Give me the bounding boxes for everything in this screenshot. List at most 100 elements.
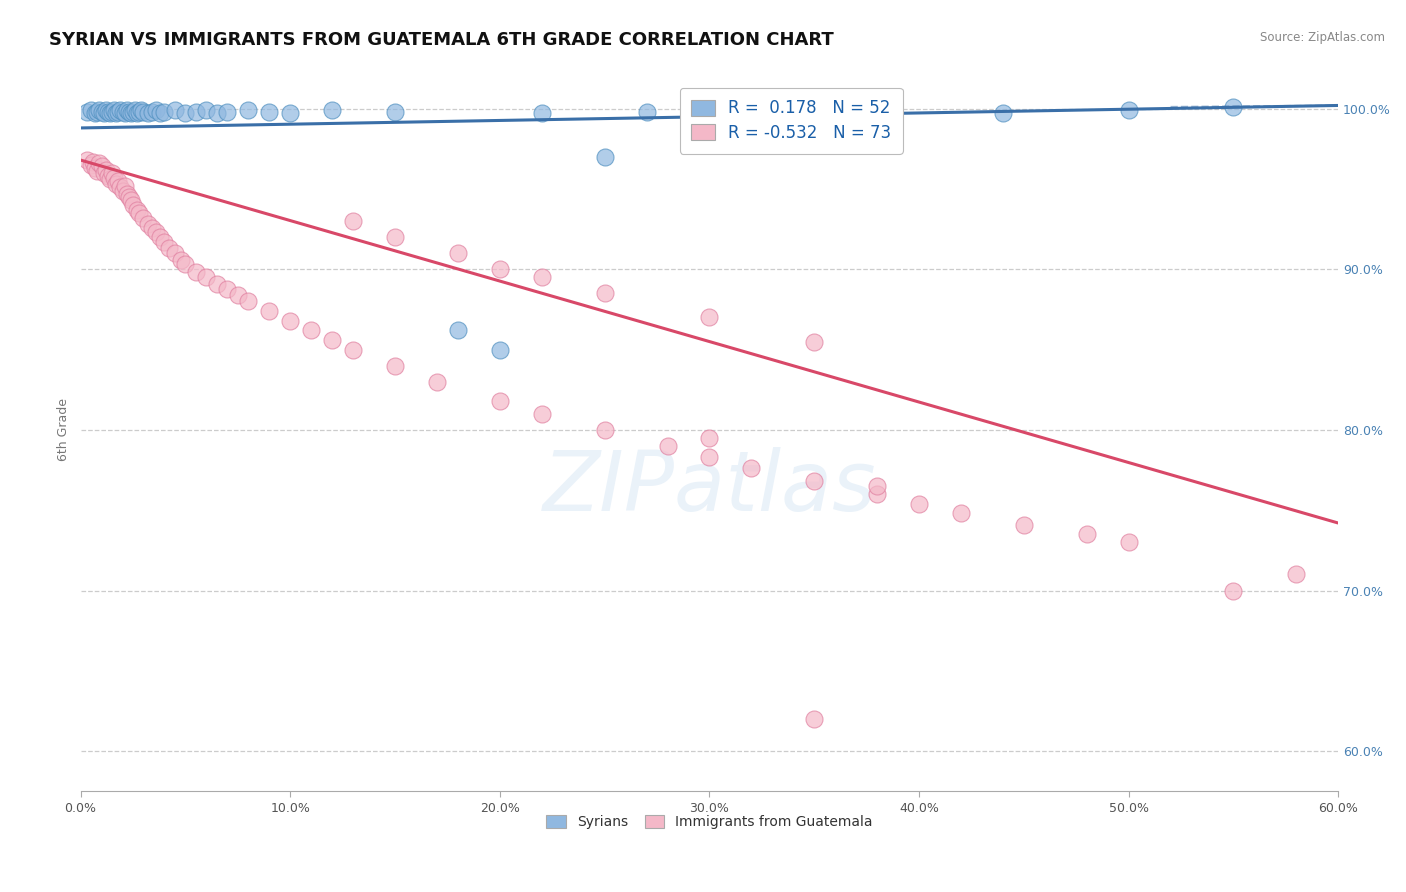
- Point: [488, 262, 510, 277]
- Point: [163, 246, 186, 260]
- Point: [699, 450, 721, 465]
- Point: [593, 150, 616, 164]
- Point: [803, 475, 825, 489]
- Point: [111, 184, 134, 198]
- Point: [122, 198, 145, 212]
- Point: [120, 106, 142, 120]
- Point: [426, 375, 449, 389]
- Point: [699, 431, 721, 445]
- Point: [128, 104, 150, 119]
- Point: [89, 156, 111, 170]
- Point: [949, 507, 972, 521]
- Point: [153, 104, 176, 119]
- Point: [128, 206, 150, 220]
- Point: [657, 439, 679, 453]
- Point: [141, 220, 163, 235]
- Point: [1222, 583, 1244, 598]
- Point: [205, 106, 228, 120]
- Point: [86, 104, 108, 119]
- Point: [636, 104, 658, 119]
- Point: [184, 265, 207, 279]
- Point: [321, 103, 343, 118]
- Point: [384, 230, 406, 244]
- Point: [1285, 567, 1308, 582]
- Point: [257, 304, 280, 318]
- Point: [488, 343, 510, 357]
- Point: [342, 214, 364, 228]
- Point: [115, 186, 138, 201]
- Point: [118, 190, 141, 204]
- Point: [76, 153, 98, 167]
- Point: [107, 104, 129, 119]
- Point: [97, 104, 120, 119]
- Point: [447, 246, 470, 260]
- Point: [530, 270, 553, 285]
- Point: [103, 103, 125, 118]
- Point: [226, 288, 249, 302]
- Point: [803, 712, 825, 726]
- Point: [122, 104, 145, 119]
- Point: [120, 193, 142, 207]
- Point: [110, 103, 132, 118]
- Point: [342, 343, 364, 357]
- Point: [238, 103, 260, 118]
- Point: [93, 106, 115, 120]
- Point: [593, 286, 616, 301]
- Point: [174, 106, 197, 120]
- Point: [1118, 103, 1140, 118]
- Point: [299, 323, 322, 337]
- Point: [89, 103, 111, 118]
- Point: [101, 166, 124, 180]
- Point: [488, 394, 510, 409]
- Point: [86, 164, 108, 178]
- Point: [76, 104, 98, 119]
- Point: [157, 241, 180, 255]
- Point: [84, 161, 107, 175]
- Point: [1076, 527, 1098, 541]
- Point: [82, 154, 104, 169]
- Point: [132, 211, 155, 225]
- Point: [136, 217, 159, 231]
- Point: [127, 106, 149, 120]
- Point: [257, 104, 280, 119]
- Point: [699, 310, 721, 325]
- Text: SYRIAN VS IMMIGRANTS FROM GUATEMALA 6TH GRADE CORRELATION CHART: SYRIAN VS IMMIGRANTS FROM GUATEMALA 6TH …: [49, 31, 834, 49]
- Point: [111, 104, 134, 119]
- Point: [132, 104, 155, 119]
- Point: [195, 270, 218, 285]
- Y-axis label: 6th Grade: 6th Grade: [58, 399, 70, 461]
- Point: [866, 487, 889, 501]
- Point: [105, 106, 128, 120]
- Point: [90, 160, 112, 174]
- Point: [131, 103, 153, 118]
- Point: [118, 104, 141, 119]
- Point: [1118, 535, 1140, 549]
- Point: [170, 252, 193, 267]
- Point: [740, 103, 762, 118]
- Point: [384, 359, 406, 373]
- Point: [217, 104, 239, 119]
- Point: [908, 497, 931, 511]
- Point: [80, 158, 103, 172]
- Point: [127, 202, 149, 217]
- Point: [94, 103, 117, 118]
- Point: [205, 277, 228, 291]
- Point: [803, 334, 825, 349]
- Point: [97, 169, 120, 183]
- Point: [101, 104, 124, 119]
- Point: [184, 104, 207, 119]
- Point: [866, 479, 889, 493]
- Text: Source: ZipAtlas.com: Source: ZipAtlas.com: [1260, 31, 1385, 45]
- Point: [114, 106, 136, 120]
- Point: [530, 407, 553, 421]
- Point: [103, 170, 125, 185]
- Point: [115, 103, 138, 118]
- Point: [124, 103, 146, 118]
- Point: [145, 103, 167, 118]
- Point: [136, 106, 159, 120]
- Point: [593, 423, 616, 437]
- Point: [114, 178, 136, 193]
- Point: [447, 323, 470, 337]
- Point: [1012, 517, 1035, 532]
- Legend: Syrians, Immigrants from Guatemala: Syrians, Immigrants from Guatemala: [541, 809, 879, 835]
